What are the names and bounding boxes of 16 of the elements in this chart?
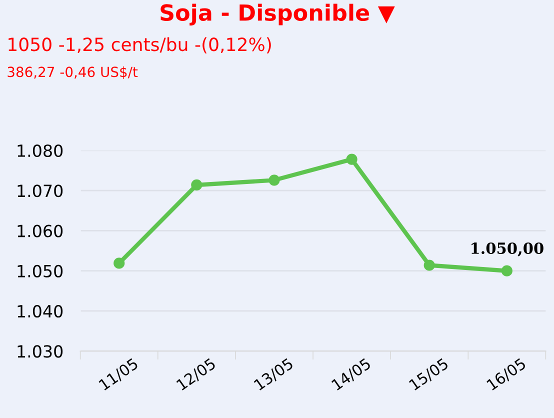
y-tick-label: 1.070 <box>18 184 63 198</box>
point <box>114 258 125 269</box>
point <box>191 179 202 191</box>
point <box>268 174 280 186</box>
y-tick-label: 1.050 <box>18 264 63 278</box>
chart-subtitle: 1050 -1,25 cents/bu -(0,12%) <box>8 37 271 54</box>
y-tick-label: 1.040 <box>18 304 63 318</box>
y-tick-label: 1.080 <box>18 144 63 158</box>
text: 386,27 -0,46 US$/t <box>8 66 138 80</box>
y-tick-label: 1.060 <box>18 224 63 238</box>
point <box>424 260 435 271</box>
y-tick-label: 1.030 <box>18 345 63 358</box>
data-label: 1.050,00 <box>472 242 544 256</box>
point <box>501 265 512 276</box>
chart-title: Soja - Disponible ▼ <box>160 4 395 26</box>
point <box>346 154 358 165</box>
